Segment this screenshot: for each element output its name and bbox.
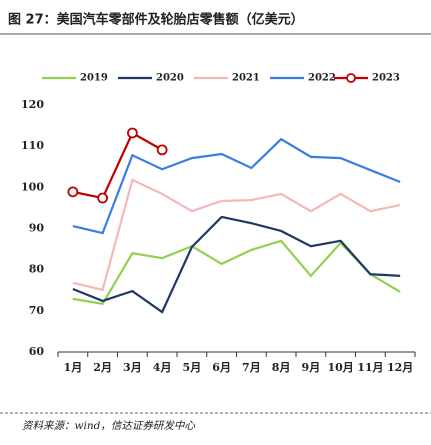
chart-title: 图 27：美国汽车零部件及轮胎店零售额（亿美元） <box>8 12 304 28</box>
y-tick-label: 110 <box>21 139 44 152</box>
legend-label: 2023 <box>372 73 400 84</box>
series-line <box>72 137 401 235</box>
legend-label: 2020 <box>156 73 184 84</box>
x-tick-label: 4月 <box>153 361 172 374</box>
y-tick-label: 100 <box>21 180 44 193</box>
series-line <box>72 239 401 306</box>
y-tick-label: 120 <box>21 98 44 111</box>
y-tick-label: 70 <box>29 304 45 317</box>
point-marker <box>97 192 109 204</box>
point-marker <box>126 127 138 139</box>
y-tick-label: 60 <box>29 345 45 358</box>
x-tick-label: 9月 <box>302 361 321 374</box>
point-marker <box>67 186 79 198</box>
x-tick-label: 6月 <box>212 361 231 374</box>
x-tick-label: 2月 <box>93 361 112 374</box>
x-tick-label: 10月 <box>327 361 353 374</box>
x-tick-label: 11月 <box>357 361 383 374</box>
x-tick-label: 8月 <box>272 361 291 374</box>
x-tick-label: 7月 <box>242 361 261 374</box>
x-tick-label: 3月 <box>123 361 142 374</box>
series-line <box>72 215 401 314</box>
legend-label: 2022 <box>308 73 336 84</box>
legend-label: 2021 <box>232 73 260 84</box>
series-line <box>72 178 401 292</box>
x-tick-label: 5月 <box>183 361 202 374</box>
y-tick-label: 90 <box>29 222 45 235</box>
legend-label: 2019 <box>80 73 108 84</box>
y-tick-label: 80 <box>29 263 45 276</box>
legend-marker <box>346 73 356 83</box>
x-tick-label: 1月 <box>64 361 83 374</box>
source: 资料来源：wind，信达证券研发中心 <box>22 420 195 432</box>
point-marker <box>156 144 168 156</box>
x-tick-label: 12月 <box>387 361 413 374</box>
series-line <box>72 131 163 200</box>
